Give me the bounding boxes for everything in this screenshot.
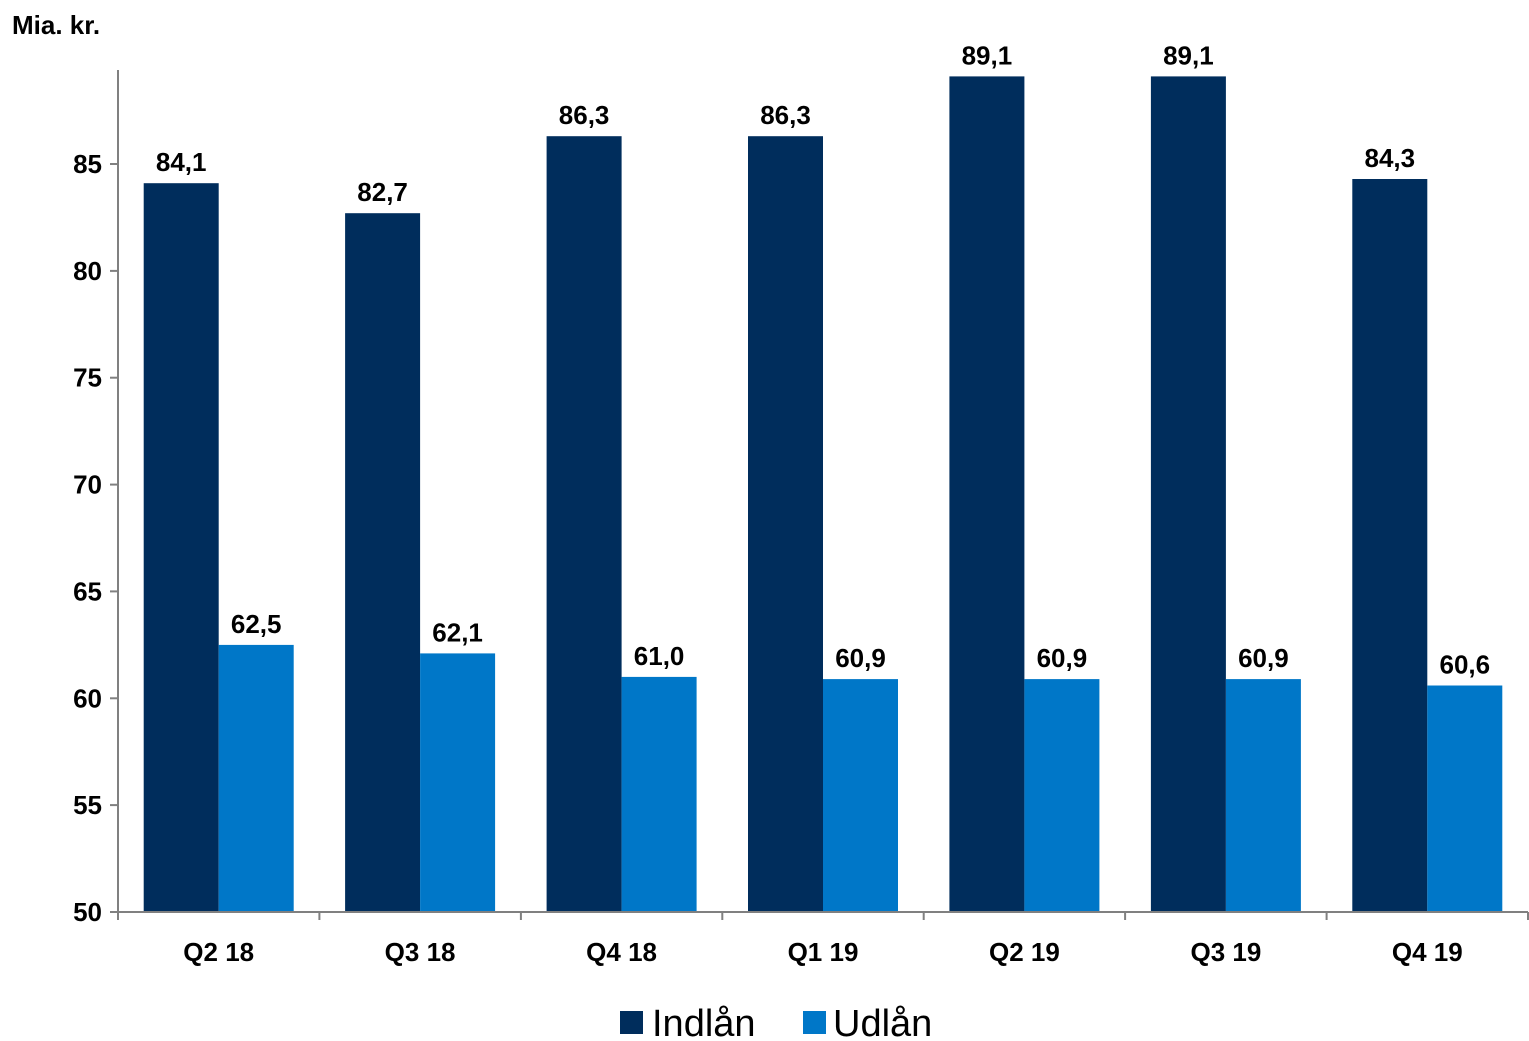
data-labels-group: 84,1 62,5 82,7 62,1 86,3 61,0 86,3 60,9 89,1 60,9… xyxy=(156,40,1490,679)
x-tick-label-q1-19: Q1 19 xyxy=(788,937,859,967)
bar-indl-n-q4-19 xyxy=(1352,179,1428,912)
y-tick-label-60: 60 xyxy=(73,683,102,713)
data-label-indl-n-q3-18: 82,7 xyxy=(357,177,408,207)
data-label-udl-n-q3-19: 60,9 xyxy=(1238,643,1289,673)
data-label-indl-n-q1-19: 86,3 xyxy=(760,100,811,130)
bars-group xyxy=(143,76,1503,912)
legend-swatch-udl-n xyxy=(803,1011,826,1034)
data-label-udl-n-q2-19: 60,9 xyxy=(1037,643,1088,673)
y-axis-ticks: 50 55 60 65 70 75 80 85 xyxy=(73,149,118,927)
x-tick-label-q2-19: Q2 19 xyxy=(989,937,1060,967)
data-label-udl-n-q3-18: 62,1 xyxy=(432,617,483,647)
bar-indl-n-q1-19 xyxy=(748,136,823,912)
data-label-udl-n-q1-19: 60,9 xyxy=(835,643,886,673)
x-axis-labels: Q2 18 Q3 18 Q4 18 Q1 19 Q2 19 Q3 19 Q4 19 xyxy=(183,937,1462,967)
data-label-indl-n-q2-18: 84,1 xyxy=(156,147,207,177)
data-label-udl-n-q4-19: 60,6 xyxy=(1439,650,1490,680)
bar-indl-n-q3-19 xyxy=(1150,76,1226,912)
legend-label-indl-n: Indlån xyxy=(652,1003,756,1041)
bar-udl-n-q3-18 xyxy=(420,653,496,912)
data-label-indl-n-q4-18: 86,3 xyxy=(559,100,610,130)
data-label-udl-n-q2-18: 62,5 xyxy=(231,609,282,639)
y-tick-label-65: 65 xyxy=(73,576,102,606)
data-label-indl-n-q3-19: 89,1 xyxy=(1163,40,1214,70)
data-label-indl-n-q2-19: 89,1 xyxy=(962,40,1013,70)
bar-udl-n-q4-19 xyxy=(1427,685,1503,912)
x-tick-label-q3-18: Q3 18 xyxy=(385,937,456,967)
bar-indl-n-q2-19 xyxy=(949,76,1025,912)
y-tick-label-50: 50 xyxy=(73,897,102,927)
y-tick-label-70: 70 xyxy=(73,470,102,500)
x-tick-label-q3-19: Q3 19 xyxy=(1190,937,1261,967)
bar-indl-n-q2-18 xyxy=(143,183,219,912)
y-tick-label-75: 75 xyxy=(73,363,102,393)
bar-udl-n-q1-19 xyxy=(823,679,898,912)
x-tick-label-q4-18: Q4 18 xyxy=(586,937,657,967)
y-tick-label-55: 55 xyxy=(73,790,102,820)
bar-udl-n-q3-19 xyxy=(1225,679,1301,912)
legend-swatch-indl-n xyxy=(620,1011,643,1034)
y-tick-label-80: 80 xyxy=(73,256,102,286)
x-tick-label-q2-18: Q2 18 xyxy=(183,937,254,967)
axes-group xyxy=(117,70,1529,920)
y-tick-label-85: 85 xyxy=(73,149,102,179)
bar-udl-n-q2-18 xyxy=(218,644,294,912)
data-label-udl-n-q4-18: 61,0 xyxy=(634,641,685,671)
x-tick-label-q4-19: Q4 19 xyxy=(1392,937,1463,967)
legend: Indlån Udlån xyxy=(620,1003,932,1041)
bar-udl-n-q4-18 xyxy=(621,676,697,912)
unit-label: Mia. kr. xyxy=(12,10,100,40)
bar-indl-n-q4-18 xyxy=(546,136,622,912)
bar-udl-n-q2-19 xyxy=(1024,679,1100,912)
legend-label-udl-n: Udlån xyxy=(833,1003,932,1041)
data-label-indl-n-q4-19: 84,3 xyxy=(1364,143,1415,173)
bar-indl-n-q3-18 xyxy=(345,213,421,912)
